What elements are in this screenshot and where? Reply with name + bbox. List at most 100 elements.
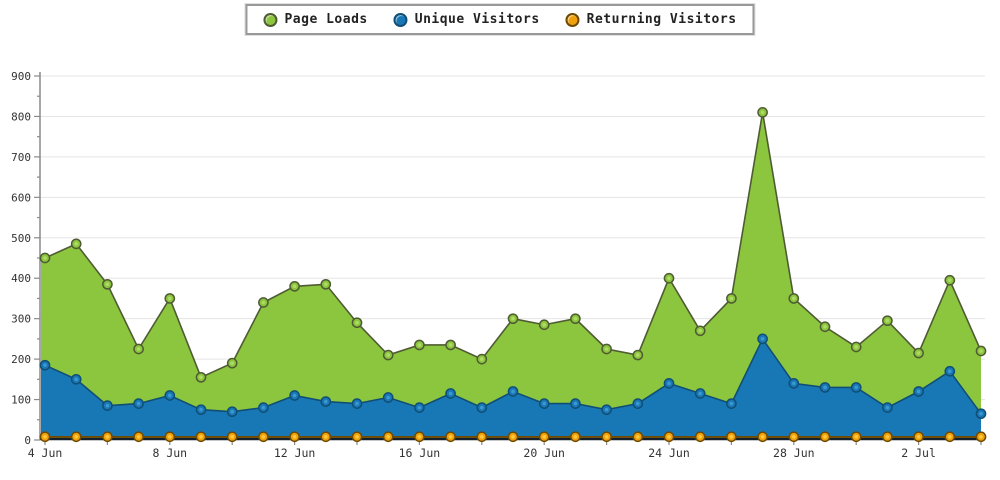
data-point-center [136,401,141,406]
y-tick-label: 100 [11,394,31,407]
area-unique-visitors [41,338,981,440]
x-tick-label: 28 Jun [773,446,815,460]
y-tick-label: 0 [24,434,31,447]
y-tick-label: 200 [11,353,31,366]
data-point-center [979,434,983,439]
data-point-center [230,409,234,414]
data-point-center [230,361,234,365]
data-point-center [573,316,578,321]
data-point-center [199,407,203,412]
chart-legend: Page Loads Unique Visitors Returning Vis… [245,4,755,35]
data-point-center [854,345,858,349]
data-point-center [948,278,952,283]
data-point-center [916,434,921,439]
data-point-center [792,381,796,386]
y-tick-label: 700 [11,151,31,164]
data-point-center [573,434,578,439]
data-point-center [760,110,765,115]
data-point-center [136,347,141,351]
x-tick-label: 24 Jun [648,446,690,460]
x-tick-label: 8 Jun [152,446,187,460]
series-page-loads [41,112,982,441]
data-point-center [604,347,609,351]
data-point-center [604,434,609,439]
area-page-loads [41,112,981,441]
data-point-center [760,337,765,341]
x-tick-label: 4 Jun [28,446,63,460]
data-point-center [261,300,266,305]
data-point-center [480,434,484,439]
y-tick-label: 900 [11,70,31,83]
markers-returning-visitors [39,431,987,443]
data-point-center [948,369,952,374]
x-axis: 4 Jun 8 Jun 12 Jun 16 Jun 20 Jun 24 Jun 28 Jun… [28,441,982,460]
data-point-center [230,434,234,439]
y-axis: 0 100 200 300 400 500 600 700 800 900 [11,70,41,447]
page-loads-marker-icon [263,12,278,27]
data-point-center [480,405,484,410]
data-point-center [43,363,47,367]
legend-label-returning-visitors: Returning Visitors [586,12,737,27]
data-point-center [667,276,671,281]
gridlines [40,75,985,401]
data-point-center [74,242,78,246]
data-point-center [480,357,484,361]
data-point-center [168,296,172,301]
y-tick-label: 400 [11,272,31,285]
data-point-center [74,434,78,439]
data-point-center [604,407,609,412]
legend-item-returning-visitors[interactable]: Returning Visitors [565,12,737,27]
data-point-center [511,434,515,439]
data-point-center [979,411,983,416]
data-point-center [168,434,172,439]
data-point-center [636,434,640,439]
markers-page-loads [39,107,987,383]
data-point-center [168,393,172,398]
data-point-center [760,434,765,439]
data-point-center [729,296,734,301]
x-tick-label: 2 Jul [901,446,936,460]
data-point-center [355,401,359,406]
data-point-center [916,351,921,355]
y-tick-label: 300 [11,313,31,326]
unique-visitors-marker-icon [393,12,408,27]
x-tick-label: 12 Jun [274,446,316,460]
legend-label-unique-visitors: Unique Visitors [414,12,540,27]
data-point-center [199,375,203,380]
data-point-center [199,434,203,439]
data-point-center [573,401,578,406]
data-point-center [448,343,453,347]
data-point-center [636,401,640,406]
data-point-center [979,349,983,353]
y-tick-label: 800 [11,110,31,123]
data-point-center [417,405,422,410]
data-point-center [324,399,328,404]
data-point-center [885,318,890,323]
data-point-center [854,385,858,390]
data-point-center [792,434,796,439]
data-point-center [698,329,702,333]
data-point-center [105,434,110,439]
data-point-center [729,434,734,439]
data-point-center [261,434,266,439]
data-point-center [386,434,391,439]
data-point-center [823,324,827,329]
data-point-center [667,381,671,386]
legend-item-page-loads[interactable]: Page Loads [263,12,367,27]
data-point-center [105,403,110,408]
returning-visitors-marker-icon [565,12,580,27]
x-tick-label: 20 Jun [523,446,565,460]
data-point-center [511,389,515,394]
data-point-center [43,256,47,260]
data-point-center [417,343,422,347]
data-point-center [448,434,453,439]
data-point-center [105,282,110,287]
legend-item-unique-visitors[interactable]: Unique Visitors [393,12,540,27]
x-tick-label: 16 Jun [399,446,441,460]
data-point-center [698,391,702,396]
data-point-center [885,405,890,410]
data-point-center [542,401,546,406]
line-page-loads [41,112,982,379]
data-point-center [261,405,266,410]
